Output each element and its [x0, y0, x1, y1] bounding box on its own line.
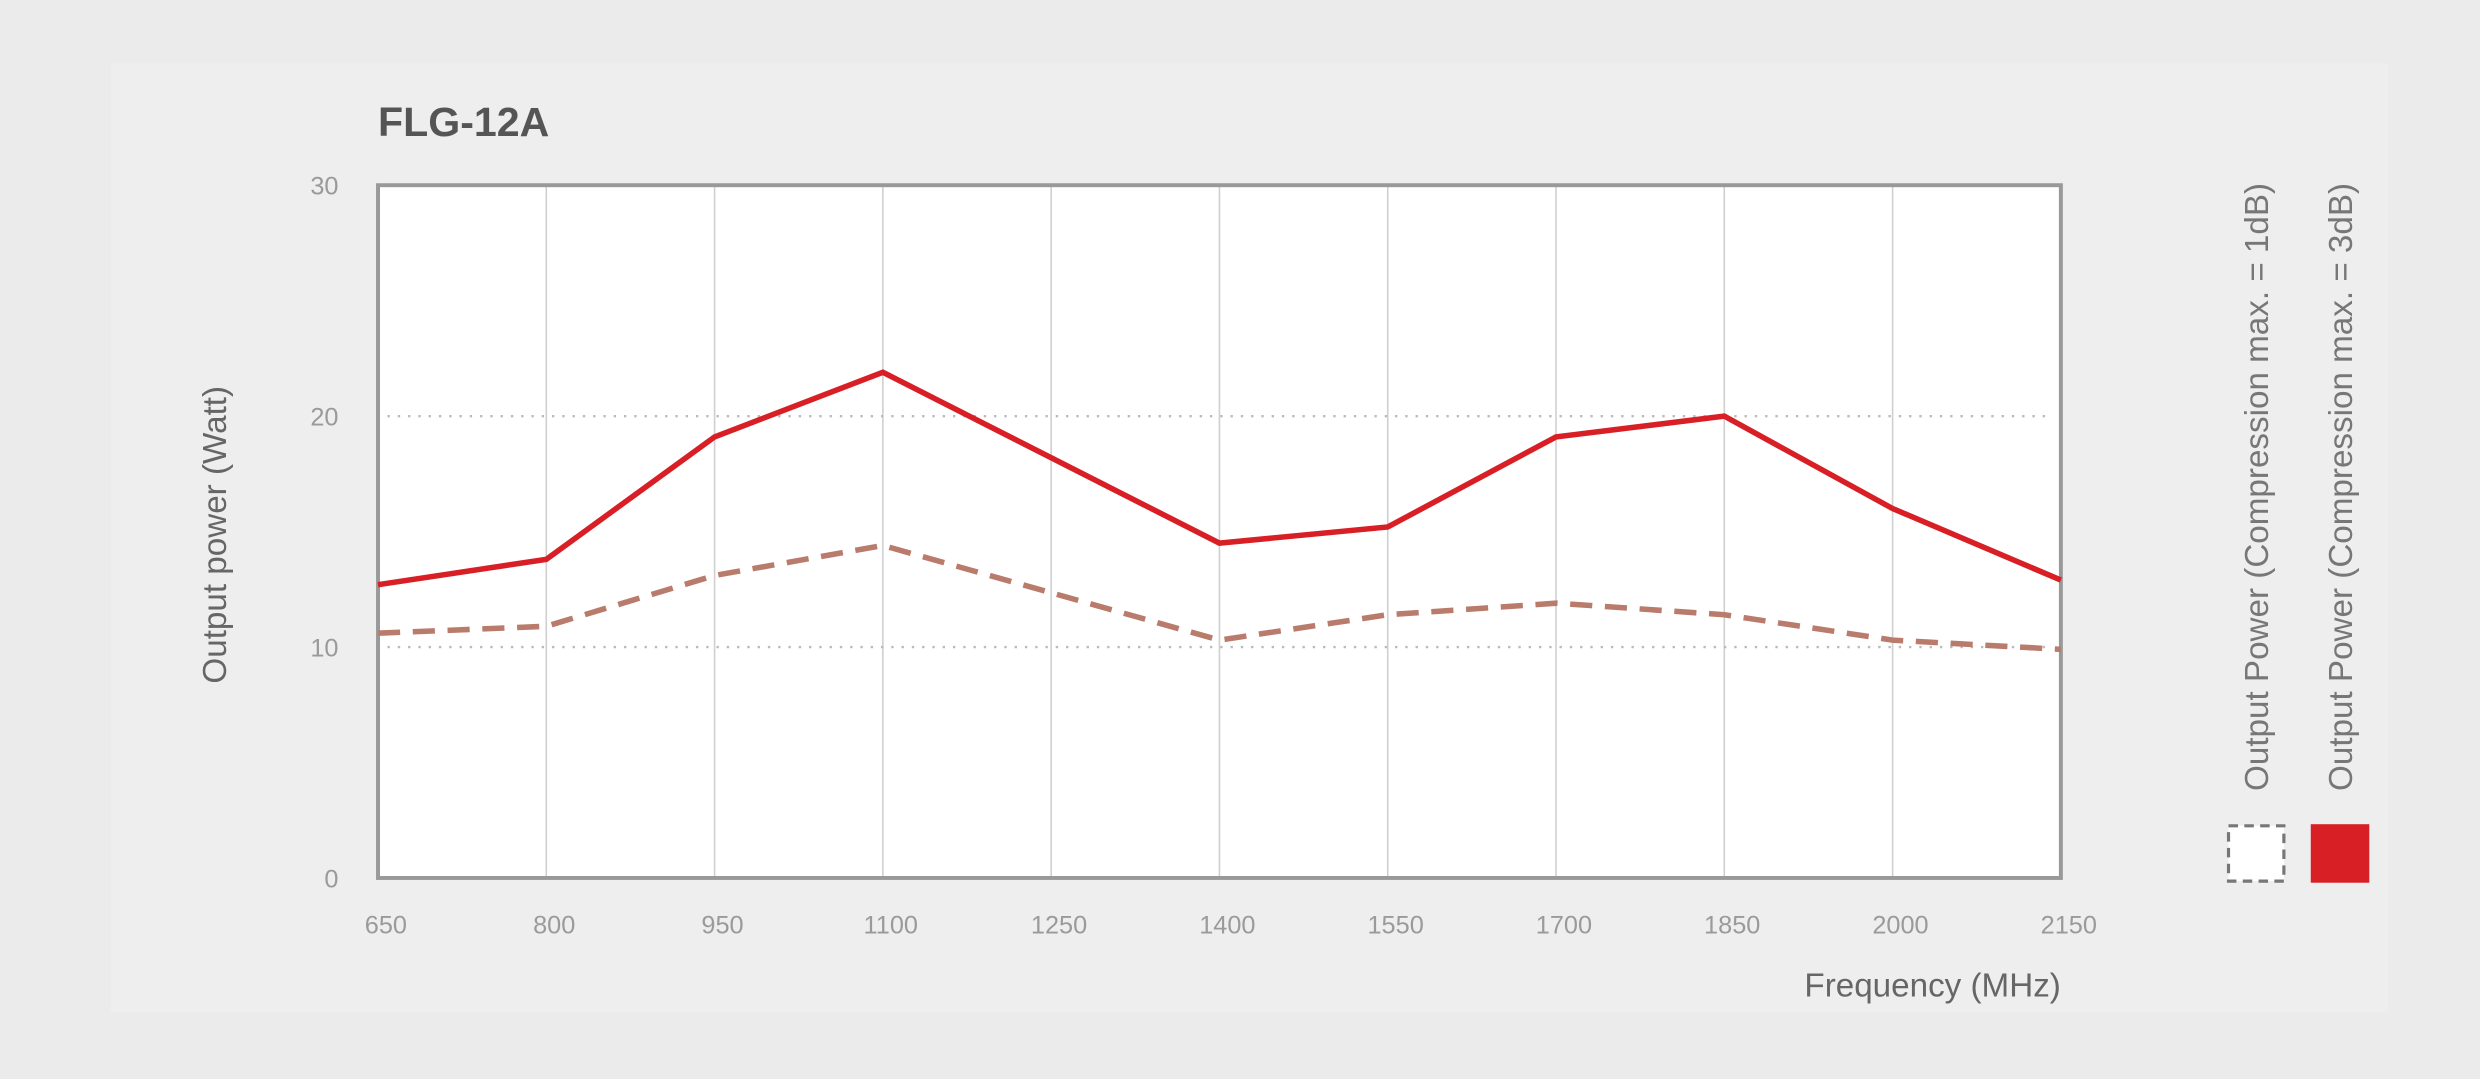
x-tick-label: 2150 — [2041, 911, 2097, 939]
y-tick-label: 30 — [310, 173, 338, 201]
legend-swatch — [2310, 824, 2370, 883]
x-tick-label: 1700 — [1536, 911, 1592, 939]
x-tick-label: 950 — [701, 911, 743, 939]
x-tick-label: 800 — [533, 911, 575, 939]
x-tick-label: 1850 — [1704, 911, 1760, 939]
chart-title: FLG-12A — [378, 99, 549, 145]
legend-label: Output Power (Compression max. = 1dB) — [2239, 183, 2276, 791]
x-tick-label: 1100 — [864, 911, 918, 939]
y-tick-label: 0 — [324, 865, 338, 893]
series-line — [377, 369, 2062, 588]
y-tick-label: 20 — [310, 404, 338, 432]
x-tick-label: 2000 — [1872, 911, 1928, 939]
y-tick-label: 10 — [310, 635, 338, 663]
x-tick-label: 1250 — [1031, 911, 1087, 939]
x-axis-label: Frequency (MHz) — [1804, 968, 2060, 1005]
x-tick-label: 650 — [365, 911, 407, 939]
legend-label: Output Power (Compression max. = 3dB) — [2323, 183, 2360, 791]
plot-frame — [376, 183, 2063, 880]
y-axis-label: Output power (Watt) — [197, 386, 234, 684]
legend-item: Output Power (Compression max. = 3dB) — [2310, 183, 2370, 883]
legend-item: Output Power (Compression max. = 1dB) — [2226, 183, 2286, 883]
x-tick-label: 1400 — [1199, 911, 1255, 939]
legend-swatch — [2226, 824, 2286, 883]
x-tick-label: 1550 — [1367, 911, 1423, 939]
series-line — [377, 542, 2062, 653]
